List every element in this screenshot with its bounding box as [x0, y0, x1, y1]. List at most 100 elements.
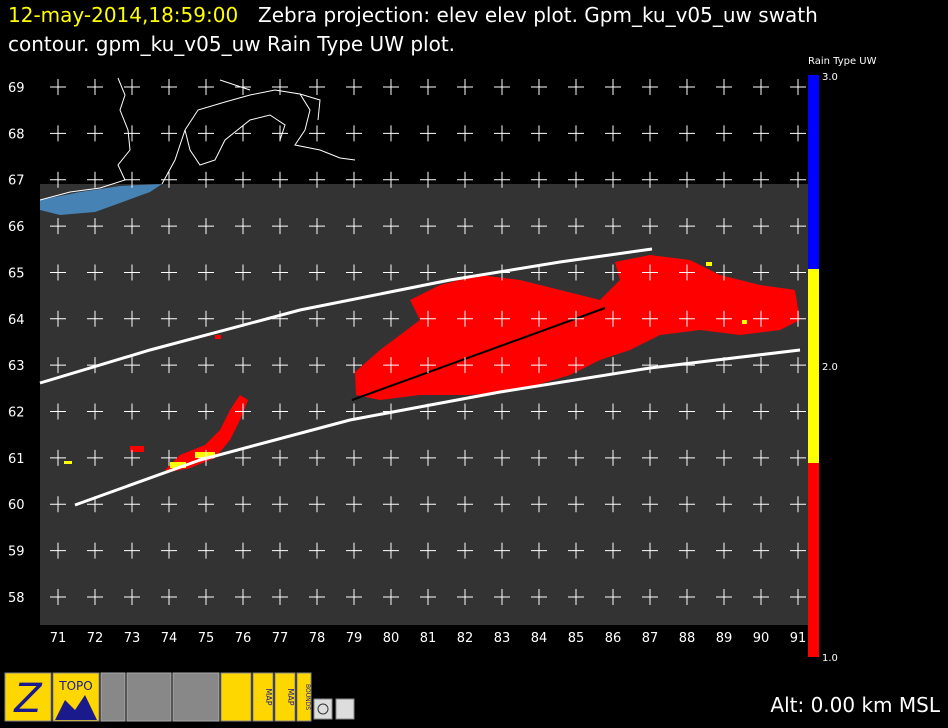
grid-cross	[753, 264, 769, 281]
grid-cross	[457, 79, 473, 95]
grid-cross	[383, 496, 399, 513]
grid-cross	[420, 542, 436, 559]
grid-cross	[161, 403, 177, 420]
icon-ir[interactable]	[100, 672, 126, 722]
icon-circle[interactable]	[313, 698, 333, 720]
grid-cross	[87, 542, 103, 559]
x-label: 78	[309, 631, 326, 646]
rain-convective	[64, 262, 747, 468]
grid-cross	[605, 125, 621, 142]
grid-cross	[457, 449, 473, 466]
grid-cross	[346, 403, 362, 420]
grid-cross	[346, 171, 362, 188]
grid-cross	[420, 588, 436, 605]
grid-cross	[420, 403, 436, 420]
x-label: 72	[87, 631, 104, 646]
grid-cross	[161, 496, 177, 513]
x-label: 90	[753, 631, 770, 646]
grid-cross	[124, 264, 140, 281]
grid-cross	[383, 125, 399, 142]
grid-cross	[346, 125, 362, 142]
grid-cross	[383, 218, 399, 235]
grid-cross	[642, 449, 658, 466]
grid-cross	[50, 310, 66, 327]
grid-cross	[605, 403, 621, 420]
colorbar-title: Rain Type UW	[808, 56, 877, 67]
grid-cross	[716, 496, 732, 513]
grid-cross	[716, 310, 732, 327]
grid-cross	[568, 171, 584, 188]
grid-cross	[494, 542, 510, 559]
grid-cross	[679, 403, 695, 420]
icon-ku2[interactable]	[172, 672, 220, 722]
grid-cross	[605, 588, 621, 605]
grid-cross	[161, 125, 177, 142]
icon-grid[interactable]	[335, 698, 355, 720]
y-label: 66	[8, 220, 25, 235]
y-label: 58	[8, 591, 25, 606]
grid-cross	[309, 264, 325, 281]
icon-zebra[interactable]	[4, 672, 52, 722]
grid-cross	[50, 79, 66, 95]
icon-bounds[interactable]	[296, 672, 312, 722]
grid-cross	[235, 403, 251, 420]
grid-cross	[235, 171, 251, 188]
grid-cross	[272, 357, 288, 374]
grid-cross	[198, 218, 214, 235]
x-label: 84	[531, 631, 548, 646]
grid-cross	[235, 310, 251, 327]
x-label: 81	[420, 631, 437, 646]
grid-cross	[161, 171, 177, 188]
grid-cross	[716, 218, 732, 235]
grid-cross	[531, 79, 547, 95]
grid-cross	[642, 218, 658, 235]
grid-cross	[272, 403, 288, 420]
colorbar-blue	[808, 75, 819, 269]
icon-ku[interactable]	[126, 672, 172, 722]
grid-cross	[679, 79, 695, 95]
grid-cross	[531, 264, 547, 281]
grid-cross	[716, 403, 732, 420]
grid-cross	[716, 449, 732, 466]
y-label: 68	[8, 127, 25, 142]
grid-cross	[420, 449, 436, 466]
colorbar-red	[808, 463, 819, 657]
grid-cross	[235, 125, 251, 142]
grid-cross	[309, 218, 325, 235]
grid-cross	[753, 449, 769, 466]
grid-cross	[309, 588, 325, 605]
grid-cross	[568, 542, 584, 559]
icon-sfgpm[interactable]	[220, 672, 252, 722]
x-label: 71	[50, 631, 67, 646]
grid-cross	[457, 310, 473, 327]
grid-cross	[457, 403, 473, 420]
icon-map[interactable]	[252, 672, 274, 722]
x-label: 75	[198, 631, 215, 646]
grid-cross	[124, 449, 140, 466]
grid-cross	[50, 218, 66, 235]
y-label: 64	[8, 313, 25, 328]
icon-map[interactable]	[274, 672, 296, 722]
grid-cross	[198, 79, 214, 95]
y-label: 60	[8, 498, 25, 513]
grid-cross	[568, 79, 584, 95]
grid-cross	[642, 125, 658, 142]
grid-cross	[568, 496, 584, 513]
icon-art	[55, 695, 97, 720]
grid-cross	[457, 357, 473, 374]
grid-cross	[753, 496, 769, 513]
grid-cross	[272, 264, 288, 281]
grid-cross	[161, 310, 177, 327]
grid-cross	[87, 79, 103, 95]
grid-cross	[87, 357, 103, 374]
grid-cross	[346, 310, 362, 327]
grid-cross	[679, 171, 695, 188]
grid-cross	[790, 496, 806, 513]
grid-cross	[198, 496, 214, 513]
grid-cross	[124, 588, 140, 605]
grid-cross	[679, 218, 695, 235]
grid-cross	[309, 496, 325, 513]
grid-cross	[346, 218, 362, 235]
grid-cross	[679, 310, 695, 327]
